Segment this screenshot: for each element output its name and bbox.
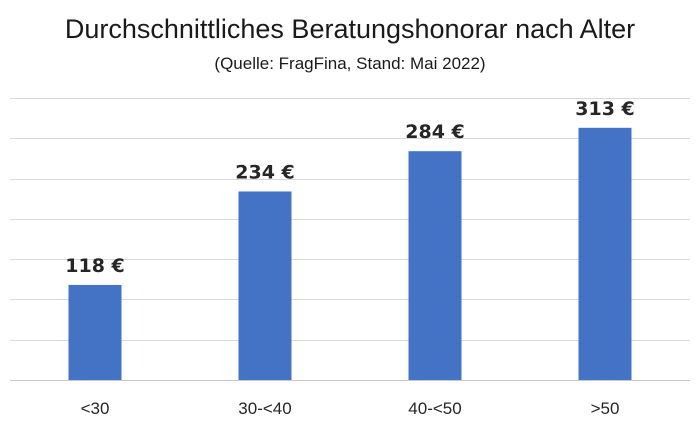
bar — [408, 151, 462, 380]
data-label: 284 € — [405, 121, 465, 143]
data-label: 118 € — [65, 255, 125, 277]
x-tick-label: 30-<40 — [238, 399, 291, 418]
chart-title: Durchschnittliches Beratungshonorar nach… — [64, 14, 636, 44]
bar — [68, 284, 122, 380]
bar — [578, 127, 632, 380]
x-tick-label: >50 — [591, 399, 620, 418]
x-tick-label: <30 — [81, 399, 110, 418]
x-tick-label: 40-<50 — [408, 399, 461, 418]
data-label: 313 € — [575, 98, 635, 120]
bar — [238, 191, 292, 380]
chart-subtitle: (Quelle: FragFina, Stand: Mai 2022) — [214, 54, 486, 73]
data-label: 234 € — [235, 161, 295, 183]
